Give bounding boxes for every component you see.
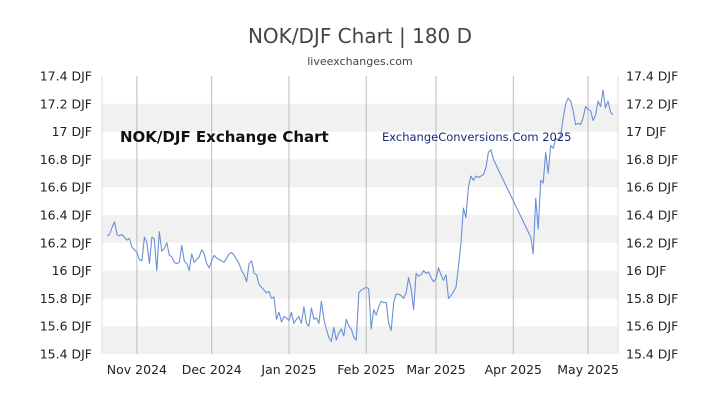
y-tick-label-right: 16.6 DJF <box>626 180 678 195</box>
y-tick-label-left: 15.8 DJF <box>40 291 92 306</box>
x-tick-label: Jan 2025 <box>260 362 316 377</box>
grid-band <box>102 326 618 354</box>
x-tick-label: Apr 2025 <box>485 362 542 377</box>
y-tick-label-left: 16.4 DJF <box>40 208 92 223</box>
y-tick-label-right: 15.8 DJF <box>626 291 678 306</box>
background-bands <box>101 76 619 354</box>
y-tick-label-right: 16.8 DJF <box>626 152 678 167</box>
y-tick-label-right: 15.6 DJF <box>626 319 678 334</box>
y-tick-label-right: 16 DJF <box>626 263 666 278</box>
y-tick-label-left: 15.4 DJF <box>40 347 92 362</box>
grid-band <box>102 215 618 243</box>
x-tick-label: Nov 2024 <box>107 362 167 377</box>
vertical-gridlines <box>136 76 589 354</box>
y-tick-label-left: 17.4 DJF <box>40 69 92 84</box>
chart-watermark-source: ExchangeConversions.Com 2025 <box>382 130 572 144</box>
grid-band <box>102 270 618 299</box>
chart-watermark-label: NOK/DJF Exchange Chart <box>120 128 329 146</box>
chart-title: NOK/DJF Chart | 180 D <box>247 24 473 48</box>
y-tick-label-left: 16.8 DJF <box>40 152 92 167</box>
x-axis: Nov 2024 Dec 2024 Jan 2025 Feb 2025 Mar 2025… <box>107 362 619 377</box>
y-tick-label-right: 15.4 DJF <box>626 347 678 362</box>
x-tick-label: Feb 2025 <box>337 362 395 377</box>
y-tick-label-left: 15.6 DJF <box>40 319 92 334</box>
chart-subtitle: liveexchanges.com <box>307 55 413 68</box>
y-tick-label-left: 16 DJF <box>52 263 92 278</box>
grid-band <box>102 159 618 188</box>
y-axis-left: 17.4 DJF 17.2 DJF 17 DJF 16.8 DJF 16.6 DJF 16… <box>40 69 92 362</box>
y-tick-label-left: 17 DJF <box>52 124 92 139</box>
series-line <box>106 89 614 343</box>
y-tick-label-left: 17.2 DJF <box>40 96 92 111</box>
y-tick-label-left: 16.2 DJF <box>40 235 92 250</box>
y-axis-right: 17.4 DJF 17.2 DJF 17 DJF 16.8 DJF 16.6 DJF 16… <box>626 69 678 362</box>
y-tick-label-right: 17.4 DJF <box>626 69 678 84</box>
y-tick-label-left: 16.6 DJF <box>40 180 92 195</box>
x-tick-label: Dec 2024 <box>182 362 242 377</box>
y-tick-label-right: 16.2 DJF <box>626 235 678 250</box>
y-tick-label-right: 17.2 DJF <box>626 96 678 111</box>
grid-band <box>102 103 618 132</box>
x-tick-label: Mar 2025 <box>406 362 465 377</box>
x-tick-label: May 2025 <box>557 362 619 377</box>
price-line <box>106 89 614 343</box>
y-tick-label-right: 17 DJF <box>626 124 666 139</box>
y-tick-label-right: 16.4 DJF <box>626 208 678 223</box>
